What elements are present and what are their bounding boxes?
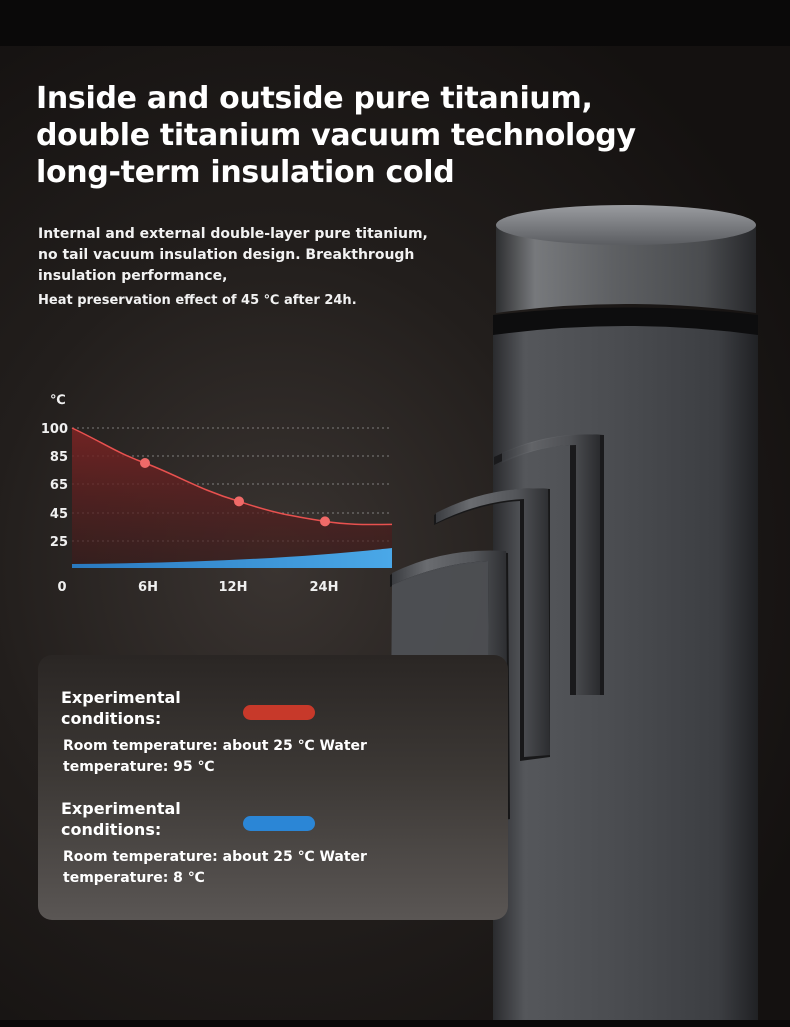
cold-condition: Experimental conditions: Room temperatur… xyxy=(61,798,401,889)
cold-series-swatch xyxy=(243,816,315,831)
cold-title-line-2: conditions: xyxy=(61,820,162,839)
y-tick-label-100: 100 xyxy=(41,422,68,437)
hot-series-swatch xyxy=(243,705,315,720)
cold-series-area xyxy=(72,548,392,568)
hot-detail-line-1: Room temperature: about 25 ℃ Water xyxy=(63,738,367,754)
y-tick-label-25: 25 xyxy=(50,535,68,550)
experimental-conditions-card: Experimental conditions: Room temperatur… xyxy=(38,655,508,920)
cold-detail-line-2: temperature: 8 ℃ xyxy=(63,870,205,886)
headline-line-2: double titanium vacuum technology xyxy=(36,118,636,153)
x-tick-label-12H: 12H xyxy=(219,580,248,595)
cold-condition-detail: Room temperature: about 25 ℃ Water tempe… xyxy=(63,847,401,889)
hot-series-area xyxy=(72,428,392,568)
y-tick-label-45: 45 xyxy=(50,507,68,522)
cold-title-line-1: Experimental xyxy=(61,799,181,818)
headline-line-1: Inside and outside pure titanium, xyxy=(36,81,593,116)
y-tick-label-85: 85 xyxy=(50,450,68,465)
temperature-chart: ℃ 100 85 65 45 25 0 6H 12H 24H xyxy=(41,393,393,595)
y-tick-label-65: 65 xyxy=(50,478,68,493)
bottom-band xyxy=(0,1020,790,1027)
x-tick-label-6H: 6H xyxy=(138,580,158,595)
heat-preservation-note: Heat preservation effect of 45 ℃ after 2… xyxy=(38,293,357,308)
description-line-2: no tail vacuum insulation design. Breakt… xyxy=(38,247,415,263)
hot-series-point-0 xyxy=(140,458,150,468)
x-tick-label-24H: 24H xyxy=(310,580,339,595)
top-band xyxy=(0,0,790,46)
description: Internal and external double-layer pure … xyxy=(38,224,468,287)
y-axis-unit-label: ℃ xyxy=(50,393,66,408)
hot-series-point-1 xyxy=(234,496,244,507)
hot-title-line-2: conditions: xyxy=(61,709,162,728)
x-tick-label-0: 0 xyxy=(57,580,66,595)
hot-title-line-1: Experimental xyxy=(61,688,181,707)
hot-series-point-2 xyxy=(320,516,330,527)
headline-line-3: long-term insulation cold xyxy=(36,155,455,190)
description-line-3: insulation performance, xyxy=(38,268,228,284)
description-line-1: Internal and external double-layer pure … xyxy=(38,226,428,242)
headline: Inside and outside pure titanium, double… xyxy=(36,80,676,191)
hot-condition-detail: Room temperature: about 25 ℃ Water tempe… xyxy=(63,736,401,778)
hot-detail-line-2: temperature: 95 ℃ xyxy=(63,759,215,775)
cold-condition-title: Experimental conditions: xyxy=(61,798,401,840)
hot-condition-title: Experimental conditions: xyxy=(61,687,401,729)
cold-detail-line-1: Room temperature: about 25 ℃ Water xyxy=(63,849,367,865)
hot-condition: Experimental conditions: Room temperatur… xyxy=(61,687,401,778)
